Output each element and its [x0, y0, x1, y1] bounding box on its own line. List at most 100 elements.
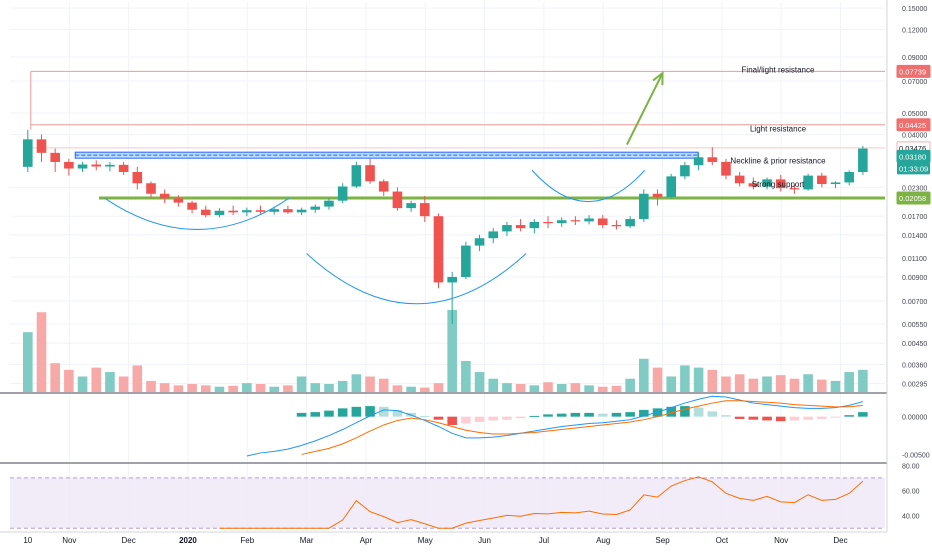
volume-bar — [789, 378, 800, 392]
candle-body — [570, 220, 581, 222]
candle-body — [255, 210, 266, 212]
candle-body — [721, 161, 731, 176]
rsi-line — [219, 476, 864, 529]
price-tick-label: 0.00700 — [902, 299, 927, 306]
price-tick-label: 0.04000 — [902, 132, 927, 139]
candle-body — [132, 172, 143, 184]
candle-body — [844, 172, 854, 183]
candle-body — [529, 221, 540, 229]
candle-body — [77, 164, 88, 169]
macd-histogram-bar — [666, 406, 677, 417]
candle-body — [734, 175, 745, 184]
annotation-label: Final/light resistance — [742, 65, 815, 74]
volume-bar — [474, 372, 485, 392]
time-tick-label: Sep — [655, 536, 670, 545]
volume-bar — [50, 363, 60, 392]
macd-histogram-bar — [296, 412, 307, 417]
candle-body — [474, 238, 485, 246]
volume-bar — [132, 365, 143, 392]
volume-bar — [118, 376, 129, 392]
candle-body — [392, 191, 403, 209]
macd-histogram-bar — [420, 415, 430, 417]
candle-body — [515, 225, 526, 229]
candle-body — [242, 210, 252, 213]
volume-bar — [146, 380, 156, 392]
volume-bar — [91, 367, 102, 392]
candle-body — [639, 193, 649, 220]
volume-bar — [461, 360, 471, 392]
candle-body — [200, 209, 211, 216]
price-tick-label: 0.00550 — [902, 322, 927, 329]
rsi-band — [10, 477, 885, 529]
volume-bar — [173, 385, 184, 392]
candle-body — [652, 193, 663, 197]
candle-body — [433, 216, 444, 283]
price-tick-label: 0.00295 — [902, 382, 927, 389]
volume-bar — [433, 383, 444, 392]
candle-body — [91, 164, 102, 167]
macd-histogram-bar — [310, 412, 321, 417]
macd-histogram-bar — [639, 409, 649, 417]
cup-arc — [531, 169, 646, 202]
macd-histogram-bar — [515, 416, 526, 419]
volume-bar — [830, 380, 841, 392]
volume-bar — [36, 312, 47, 392]
macd-histogram-bar — [858, 412, 868, 417]
candle-body — [707, 157, 718, 162]
cup-arc — [306, 253, 527, 305]
candle-body — [502, 225, 512, 232]
candle-body — [597, 218, 608, 226]
volume-bar — [680, 365, 690, 392]
candle-body — [488, 231, 499, 239]
volume-bar — [365, 376, 375, 392]
volume-bar — [515, 384, 526, 392]
volume-bar — [64, 369, 74, 392]
time-tick-label: Oct — [716, 536, 729, 545]
rsi-tick-label: 80.00 — [902, 463, 920, 470]
countdown-label: 01:33:09 — [899, 164, 928, 173]
price-badge — [896, 118, 931, 132]
volume-bar — [844, 372, 854, 392]
volume-bar — [652, 367, 663, 392]
macd-histogram-bar — [365, 406, 375, 417]
volume-bar — [269, 386, 280, 392]
volume-bar — [310, 383, 321, 392]
volume-bar — [543, 382, 553, 392]
time-tick-label: Dec — [122, 536, 136, 545]
time-tick-label: Aug — [596, 536, 610, 545]
volume-bar — [187, 384, 197, 392]
volume-bar — [283, 385, 293, 392]
candle-body — [214, 210, 225, 216]
volume-bar — [488, 378, 499, 392]
volume-bar — [666, 376, 677, 392]
candle-body — [748, 183, 759, 187]
price-badge-label: 0.03476 — [899, 144, 926, 153]
candle-body — [543, 221, 553, 224]
candle-body — [187, 202, 197, 210]
volume-bar — [639, 358, 649, 392]
time-tick-label: Nov — [62, 536, 76, 545]
macd-histogram-bar — [721, 415, 731, 417]
volume-bar — [447, 310, 457, 392]
macd-histogram-bar — [433, 416, 444, 420]
candle-body — [625, 219, 635, 227]
macd-histogram-bar — [789, 416, 800, 421]
volume-bar — [625, 378, 635, 392]
macd-line — [246, 395, 864, 457]
macd-histogram-bar — [351, 406, 362, 417]
price-tick-label: 0.15000 — [902, 6, 927, 13]
price-badge-label: 0.07739 — [899, 67, 926, 76]
time-tick-label: May — [418, 536, 433, 545]
price-tick-label: 0.01700 — [902, 214, 927, 221]
macd-histogram-bar — [693, 407, 704, 417]
time-tick-label: Jun — [478, 536, 491, 545]
volume-bar — [105, 372, 115, 392]
price-tick-label: 0.07000 — [902, 79, 927, 86]
volume-bar — [214, 386, 225, 392]
candle-body — [36, 139, 47, 153]
volume-bar — [378, 378, 389, 392]
countdown-badge — [897, 162, 930, 175]
macd-histogram-bar — [611, 412, 622, 417]
